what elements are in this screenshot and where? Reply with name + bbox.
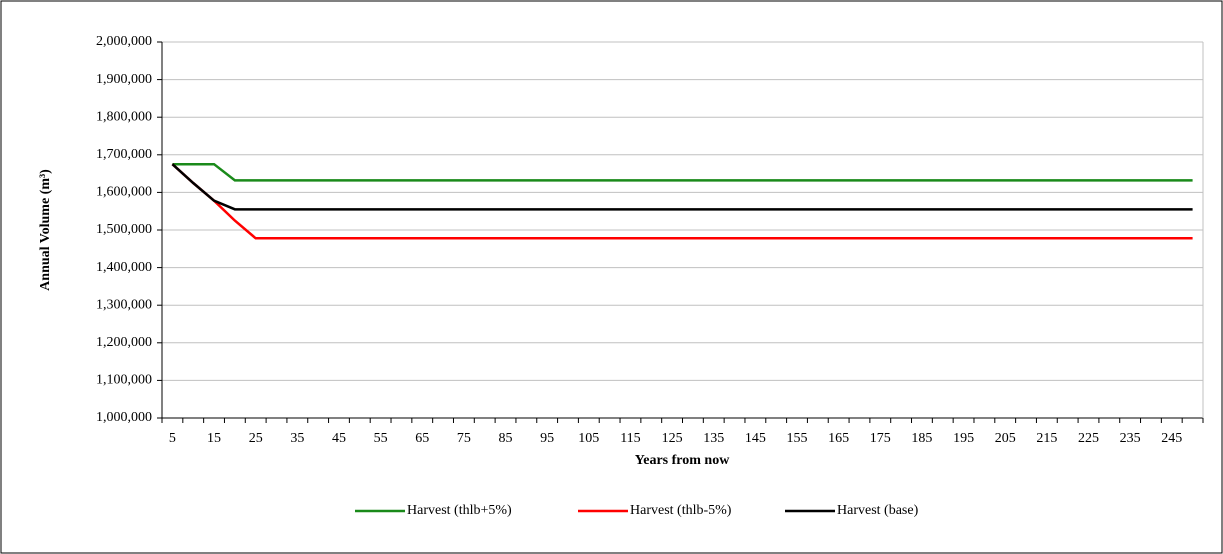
- x-tick-label: 205: [995, 431, 1016, 446]
- x-tick-label: 195: [953, 431, 974, 446]
- legend-label: Harvest (base): [837, 503, 919, 518]
- x-tick-label: 165: [828, 431, 849, 446]
- y-tick-label: 1,100,000: [96, 373, 152, 388]
- x-tick-label: 155: [787, 431, 808, 446]
- x-tick-label: 215: [1036, 431, 1057, 446]
- x-tick-label: 225: [1078, 431, 1099, 446]
- y-axis-title: Annual Volume (m³): [38, 169, 53, 291]
- x-tick-label: 135: [703, 431, 724, 446]
- y-tick-label: 2,000,000: [96, 34, 152, 49]
- series-line: [171, 163, 1193, 211]
- x-tick-label: 125: [662, 431, 683, 446]
- x-tick-label: 35: [290, 431, 304, 446]
- x-tick-label: 85: [499, 431, 513, 446]
- x-tick-label: 65: [415, 431, 429, 446]
- series-line: [172, 162, 1193, 182]
- legend-label: Harvest (thlb-5%): [630, 503, 732, 518]
- y-tick-label: 1,800,000: [96, 109, 152, 124]
- x-tick-label: 115: [620, 431, 640, 446]
- legend-label: Harvest (thlb+5%): [407, 503, 512, 518]
- x-tick-label: 235: [1120, 431, 1141, 446]
- x-tick-label: 175: [870, 431, 891, 446]
- x-tick-label: 15: [207, 431, 221, 446]
- y-tick-label: 1,200,000: [96, 335, 152, 350]
- x-tick-label: 25: [249, 431, 263, 446]
- y-tick-label: 1,300,000: [96, 297, 152, 312]
- y-tick-label: 1,500,000: [96, 222, 152, 237]
- y-tick-label: 1,000,000: [96, 410, 152, 425]
- x-tick-label: 245: [1161, 431, 1182, 446]
- series-line: [171, 163, 1193, 240]
- y-tick-label: 1,700,000: [96, 147, 152, 162]
- y-tick-label: 1,900,000: [96, 72, 152, 87]
- y-tick-label: 1,600,000: [96, 185, 152, 200]
- x-axis-title: Years from now: [635, 453, 731, 468]
- x-tick-label: 55: [374, 431, 388, 446]
- x-tick-label: 5: [169, 431, 176, 446]
- y-tick-label: 1,400,000: [96, 260, 152, 275]
- x-tick-label: 95: [540, 431, 554, 446]
- x-tick-label: 105: [578, 431, 599, 446]
- x-tick-label: 185: [911, 431, 932, 446]
- x-tick-label: 45: [332, 431, 346, 446]
- x-tick-label: 145: [745, 431, 766, 446]
- x-tick-label: 75: [457, 431, 471, 446]
